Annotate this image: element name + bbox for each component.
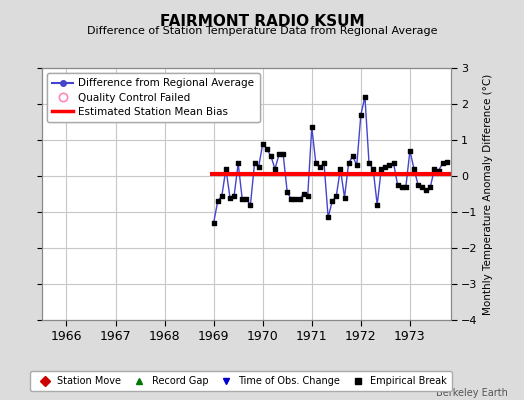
Legend: Station Move, Record Gap, Time of Obs. Change, Empirical Break: Station Move, Record Gap, Time of Obs. C… <box>30 372 452 391</box>
Point <box>291 196 300 203</box>
Point <box>406 148 414 154</box>
Point <box>398 184 406 190</box>
Point <box>357 112 365 118</box>
Point <box>210 220 218 226</box>
Point <box>226 194 234 201</box>
Point <box>271 166 279 172</box>
Point <box>385 162 394 168</box>
Point <box>353 162 361 168</box>
Point <box>320 160 328 166</box>
Point <box>402 184 410 190</box>
Point <box>242 196 250 203</box>
Point <box>348 153 357 159</box>
Point <box>250 160 259 166</box>
Point <box>263 146 271 152</box>
Point <box>340 194 348 201</box>
Point <box>410 166 418 172</box>
Point <box>430 166 439 172</box>
Point <box>255 164 263 170</box>
Y-axis label: Monthly Temperature Anomaly Difference (°C): Monthly Temperature Anomaly Difference (… <box>483 73 493 315</box>
Point <box>439 160 447 166</box>
Point <box>214 198 222 204</box>
Point <box>344 160 353 166</box>
Point <box>299 191 308 197</box>
Point <box>283 189 291 195</box>
Point <box>389 160 398 166</box>
Point <box>373 202 381 208</box>
Point <box>279 151 287 158</box>
Point <box>287 196 296 203</box>
Point <box>217 193 226 199</box>
Text: Berkeley Earth: Berkeley Earth <box>436 388 508 398</box>
Point <box>365 160 373 166</box>
Point <box>246 202 255 208</box>
Point <box>414 182 422 188</box>
Point <box>361 94 369 100</box>
Point <box>312 160 320 166</box>
Point <box>296 196 304 203</box>
Point <box>443 158 451 165</box>
Point <box>258 140 267 147</box>
Point <box>303 193 312 199</box>
Point <box>308 124 316 130</box>
Text: FAIRMONT RADIO KSUM: FAIRMONT RADIO KSUM <box>160 14 364 29</box>
Point <box>316 164 324 170</box>
Point <box>324 214 332 221</box>
Point <box>238 196 246 203</box>
Point <box>381 164 389 170</box>
Point <box>422 187 430 194</box>
Point <box>336 166 345 172</box>
Point <box>234 160 243 166</box>
Point <box>222 166 230 172</box>
Text: Difference of Station Temperature Data from Regional Average: Difference of Station Temperature Data f… <box>87 26 437 36</box>
Point <box>394 182 402 188</box>
Point <box>426 184 434 190</box>
Point <box>418 184 427 190</box>
Point <box>377 166 386 172</box>
Legend: Difference from Regional Average, Quality Control Failed, Estimated Station Mean: Difference from Regional Average, Qualit… <box>47 73 259 122</box>
Point <box>275 151 283 158</box>
Point <box>267 153 275 159</box>
Point <box>369 166 377 172</box>
Point <box>332 193 341 199</box>
Point <box>434 167 443 174</box>
Point <box>230 193 238 199</box>
Point <box>328 198 336 204</box>
